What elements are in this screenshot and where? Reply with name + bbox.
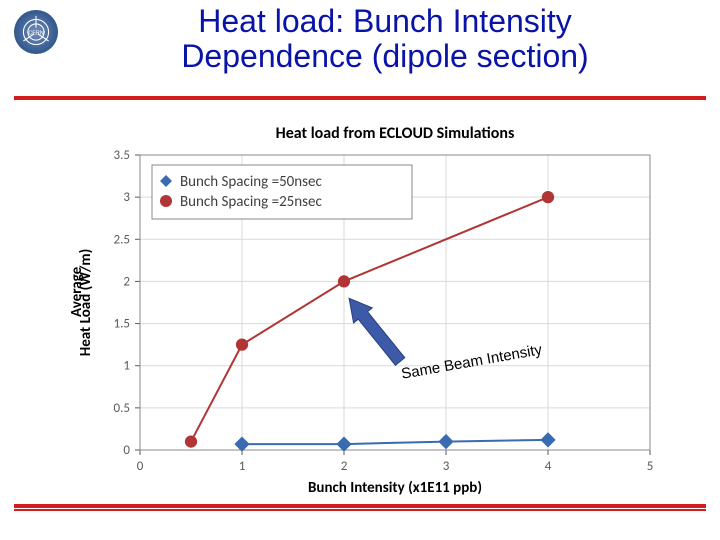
svg-text:3.5: 3.5 — [114, 148, 130, 163]
chart-svg: Heat load from ECLOUD Simulations 0 1 2 3 4 5 0… — [50, 120, 670, 500]
series-marker — [185, 436, 196, 447]
svg-text:2: 2 — [123, 274, 130, 289]
title-line-1: Heat load: Bunch Intensity — [70, 4, 700, 39]
svg-text:2: 2 — [341, 459, 348, 474]
svg-text:CERN: CERN — [28, 31, 43, 37]
title-line-2: Dependence (dipole section) — [70, 39, 700, 74]
svg-text:0: 0 — [123, 443, 130, 458]
svg-text:4: 4 — [545, 459, 552, 474]
extra-ylabel-average: Average — [68, 267, 86, 317]
slide-title: Heat load: Bunch Intensity Dependence (d… — [70, 4, 700, 74]
svg-text:1.5: 1.5 — [114, 317, 130, 332]
cern-logo-svg: CERN — [18, 14, 54, 50]
series-marker — [338, 276, 349, 287]
underline-bottom-2 — [14, 509, 706, 511]
chart-title: Heat load from ECLOUD Simulations — [276, 124, 515, 143]
legend-label-1: Bunch Spacing =25nsec — [180, 193, 322, 211]
cern-logo: CERN — [14, 10, 58, 54]
svg-text:2.5: 2.5 — [114, 232, 130, 247]
svg-text:1: 1 — [239, 459, 246, 474]
legend-label-0: Bunch Spacing =50nsec — [180, 173, 322, 191]
underline-bottom-1 — [14, 504, 706, 508]
x-axis-label: Bunch Intensity (x1E11 ppb) — [308, 479, 482, 497]
svg-text:0.5: 0.5 — [114, 401, 130, 416]
series-marker — [542, 192, 553, 203]
series-marker — [236, 339, 247, 350]
underline-top — [14, 96, 706, 100]
chart-container: Heat load from ECLOUD Simulations 0 1 2 3 4 5 0… — [50, 120, 670, 500]
svg-text:1: 1 — [123, 359, 130, 374]
svg-text:3: 3 — [443, 459, 450, 474]
svg-text:3: 3 — [123, 190, 130, 205]
svg-text:5: 5 — [647, 459, 654, 474]
svg-text:0: 0 — [137, 459, 144, 474]
